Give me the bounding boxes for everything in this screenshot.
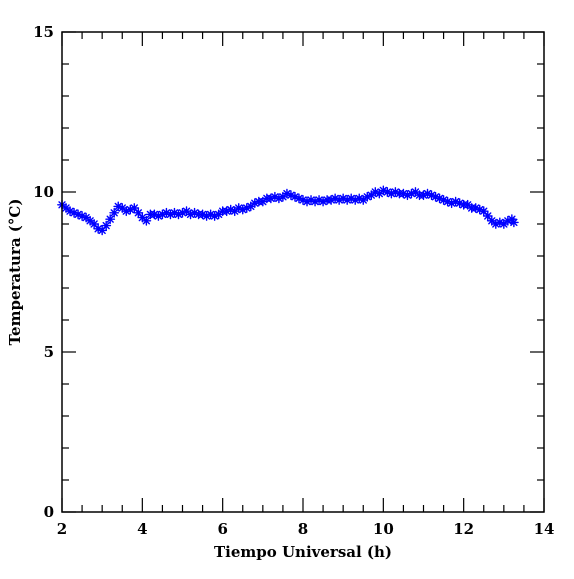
data-point (105, 214, 116, 225)
data-point (149, 209, 160, 220)
y-tick-label: 5 (44, 343, 54, 361)
axis-ticks (61, 31, 545, 513)
x-tick-label: 12 (453, 520, 474, 538)
data-point (141, 215, 152, 226)
x-tick-label: 8 (298, 520, 308, 538)
data-point (97, 225, 108, 236)
plot-frame (61, 31, 545, 513)
x-tick-label: 10 (373, 520, 394, 538)
x-tick-label: 4 (137, 520, 147, 538)
data-point (109, 207, 120, 218)
data-point (101, 220, 112, 231)
data-point (508, 217, 519, 228)
data-point (157, 209, 168, 220)
data-points (57, 185, 519, 236)
x-axis-title: Tiempo Universal (h) (214, 543, 392, 561)
y-axis-title: Temperatura (°C) (6, 199, 24, 346)
x-tick-label: 2 (57, 520, 67, 538)
x-tick-label: 14 (534, 520, 555, 538)
y-tick-label: 0 (44, 503, 54, 521)
x-tick-label: 6 (217, 520, 227, 538)
y-tick-label: 10 (33, 183, 54, 201)
data-point (450, 196, 461, 207)
tick-labels: 2 4 6 8 10 12 14 0 5 10 15 (33, 23, 554, 538)
y-tick-label: 15 (33, 23, 54, 41)
